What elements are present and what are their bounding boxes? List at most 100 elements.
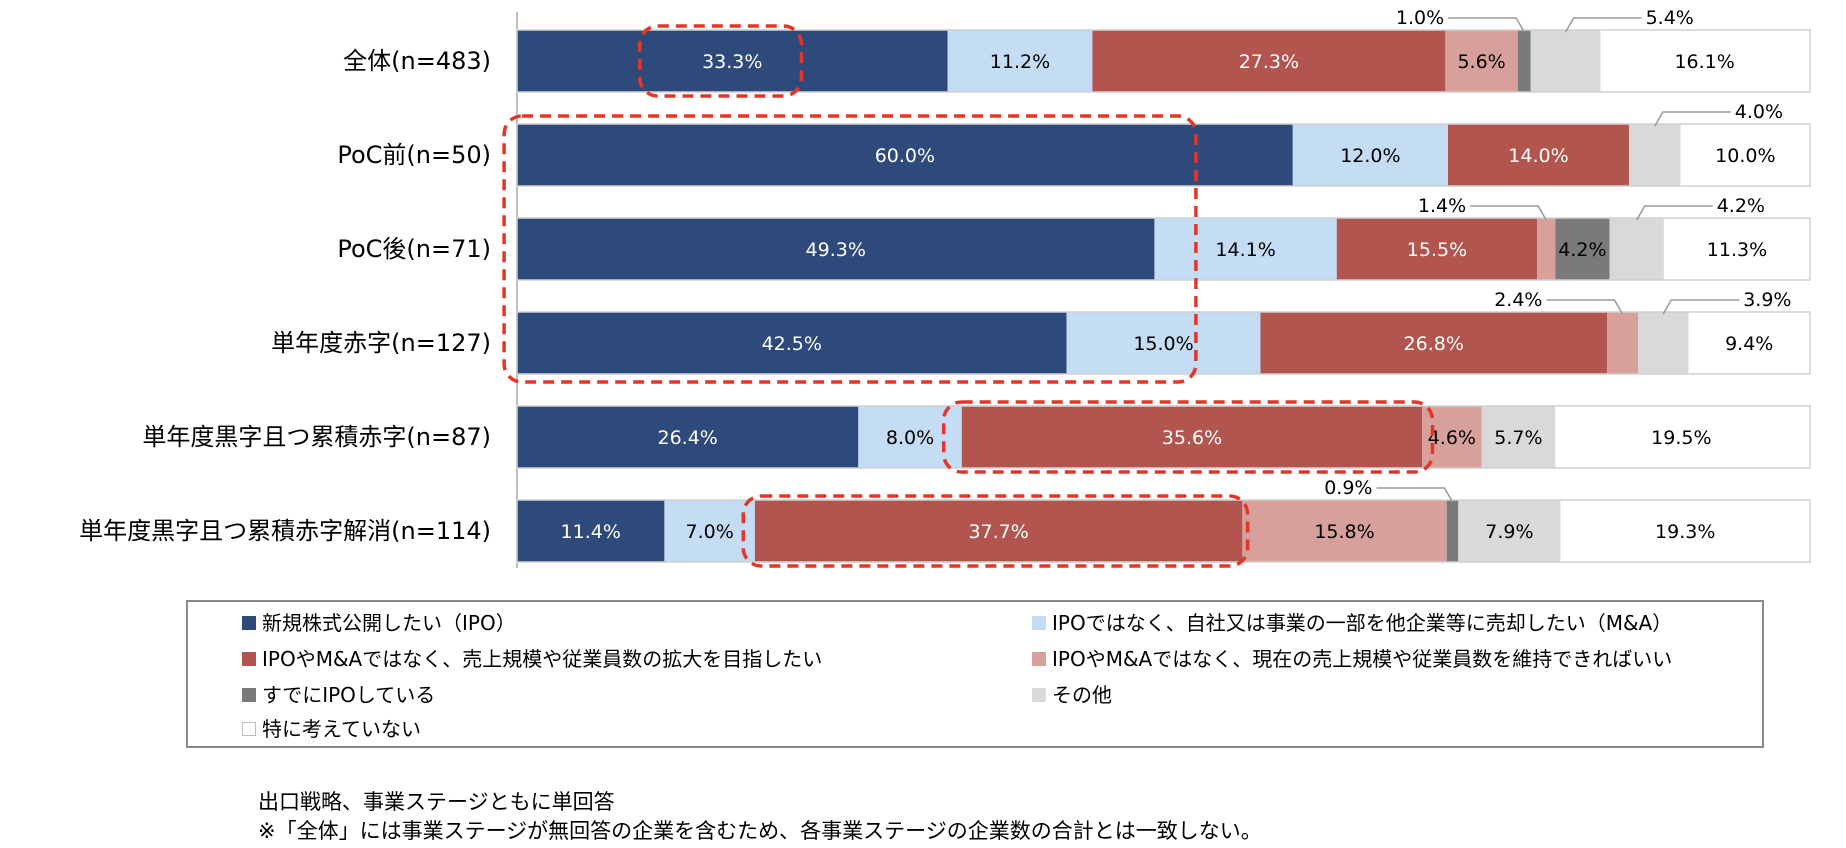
- legend-label-other: その他: [1052, 683, 1112, 707]
- legend-item-none: 特に考えていない: [242, 714, 421, 744]
- legend-swatch-expand: [242, 652, 256, 666]
- category-label: 単年度赤字(n=127): [271, 329, 491, 357]
- data-label-none: 19.5%: [1651, 427, 1711, 449]
- data-label-none: 19.3%: [1655, 521, 1715, 543]
- data-label-ma: 14.1%: [1215, 239, 1275, 261]
- bar-segment-none: [1688, 312, 1810, 374]
- bar-outline: [516, 499, 1811, 563]
- data-label-ipo: 26.4%: [658, 427, 718, 449]
- legend-label-expand: IPOやM&Aではなく、売上規模や従業員数の拡大を目指したい: [262, 647, 823, 671]
- bar-segment-none: [1600, 30, 1809, 92]
- bar-segment-already-ipo: [1517, 30, 1531, 92]
- callout-leader-line: [1662, 299, 1740, 315]
- data-label-ma: 12.0%: [1340, 145, 1400, 167]
- bar-segment-none: [1680, 124, 1810, 186]
- bar-segment-other: [1609, 218, 1664, 280]
- chart-legend: 新規株式公開したい（IPO） IPOではなく、自社又は事業の一部を他企業等に売却…: [186, 600, 1764, 748]
- bar-segment-ipo: [517, 312, 1067, 374]
- data-label-other: 7.9%: [1485, 521, 1533, 543]
- data-label-maintain: 5.6%: [1457, 51, 1505, 73]
- bar-outline: [516, 217, 1811, 281]
- legend-swatch-ipo: [242, 616, 256, 630]
- bar-segment-none: [1663, 218, 1810, 280]
- data-label-expand: 14.0%: [1508, 145, 1568, 167]
- highlight-box: [741, 494, 1250, 568]
- bar-segment-expand: [1336, 218, 1538, 280]
- bar-segment-maintain: [1242, 500, 1447, 562]
- footnote-total-note: ※「全体」には事業ステージが無回答の企業を含むため、各事業ステージの企業数の合計…: [258, 819, 1262, 843]
- data-label-none: 10.0%: [1715, 145, 1775, 167]
- data-label-ma: 8.0%: [886, 427, 934, 449]
- callout-leader-line: [1636, 205, 1713, 221]
- data-label-ipo: 11.4%: [561, 521, 621, 543]
- legend-item-expand: IPOやM&Aではなく、売上規模や従業員数の拡大を目指したい: [242, 644, 822, 674]
- category-label: PoC後(n=71): [337, 235, 491, 263]
- bar-segment-ma: [664, 500, 755, 562]
- data-label-maintain: 15.8%: [1314, 521, 1374, 543]
- legend-label-already-ipo: すでにIPOしている: [262, 683, 436, 707]
- data-label-expand: 27.3%: [1239, 51, 1299, 73]
- legend-item-ma: IPOではなく、自社又は事業の一部を他企業等に売却したい（M&A）: [1032, 608, 1672, 638]
- callout-label: 1.0%: [1396, 7, 1444, 29]
- bar-segment-none: [1560, 500, 1810, 562]
- bar-segment-ipo: [517, 30, 948, 92]
- data-label-expand: 35.6%: [1162, 427, 1222, 449]
- data-label-none: 11.3%: [1707, 239, 1767, 261]
- highlight-box: [502, 114, 1198, 384]
- data-label-ma: 11.2%: [990, 51, 1050, 73]
- bar-segment-other: [1481, 406, 1556, 468]
- legend-swatch-maintain: [1032, 652, 1046, 666]
- callout-leader-line: [1470, 205, 1547, 221]
- bar-segment-none: [1555, 406, 1808, 468]
- bar-segment-already-ipo: [1555, 218, 1610, 280]
- chart-plot-area: 全体(n=483) 33.3% 11.2% 27.3% 5.6% 16.1% PoC前(n=…: [79, 7, 1811, 568]
- legend-swatch-ma: [1032, 616, 1046, 630]
- footnote-answer-type: 出口戦略、事業ステージともに単回答: [258, 790, 615, 814]
- data-label-ipo: 42.5%: [762, 333, 822, 355]
- legend-label-none: 特に考えていない: [262, 717, 421, 741]
- bar-segment-ipo: [517, 500, 665, 562]
- legend-swatch-other: [1032, 688, 1046, 702]
- bar-segment-expand: [1447, 124, 1629, 186]
- legend-item-maintain: IPOやM&Aではなく、現在の売上規模や従業員数を維持できればいい: [1032, 644, 1672, 674]
- data-label-ma: 15.0%: [1133, 333, 1193, 355]
- bar-outline: [516, 311, 1811, 375]
- bar-segment-maintain: [1607, 312, 1639, 374]
- callout-label: 3.9%: [1743, 289, 1791, 311]
- category-label: 単年度黒字且つ累積赤字(n=87): [142, 423, 491, 451]
- bar-segment-expand: [1260, 312, 1607, 374]
- legend-label-ipo: 新規株式公開したい（IPO）: [262, 611, 516, 635]
- callout-label: 2.4%: [1494, 289, 1542, 311]
- data-label-ipo: 60.0%: [875, 145, 935, 167]
- bar-segment-already-ipo: [1446, 500, 1459, 562]
- bar-segment-other: [1628, 124, 1681, 186]
- bar-segment-ipo: [517, 124, 1293, 186]
- bar-segment-other: [1458, 500, 1561, 562]
- callout-label: 0.9%: [1324, 477, 1372, 499]
- callout-leader-line: [1654, 111, 1731, 127]
- data-label-expand: 15.5%: [1407, 239, 1467, 261]
- bar-outline: [516, 123, 1811, 187]
- bar-segment-ma: [858, 406, 962, 468]
- data-label-expand: 26.8%: [1404, 333, 1464, 355]
- legend-item-other: その他: [1032, 680, 1112, 710]
- bar-segment-maintain: [1537, 218, 1556, 280]
- data-label-ma: 7.0%: [686, 521, 734, 543]
- callout-label: 5.4%: [1646, 7, 1694, 29]
- legend-label-ma: IPOではなく、自社又は事業の一部を他企業等に売却したい（M&A）: [1052, 611, 1673, 635]
- data-label-other: 5.7%: [1494, 427, 1542, 449]
- data-label-maintain: 4.6%: [1428, 427, 1476, 449]
- bar-segment-maintain: [1445, 30, 1518, 92]
- data-label-none: 16.1%: [1674, 51, 1734, 73]
- category-label: 単年度黒字且つ累積赤字解消(n=114): [79, 517, 491, 545]
- callout-label: 4.0%: [1735, 101, 1783, 123]
- bar-outline: [516, 405, 1811, 469]
- highlight-box: [941, 400, 1435, 474]
- data-label-ipo: 49.3%: [806, 239, 866, 261]
- bar-segment-ma: [1066, 312, 1261, 374]
- legend-label-maintain: IPOやM&Aではなく、現在の売上規模や従業員数を維持できればいい: [1052, 647, 1673, 671]
- legend-swatch-none: [242, 722, 256, 736]
- data-label-ipo: 33.3%: [702, 51, 762, 73]
- bar-segment-expand: [961, 406, 1423, 468]
- legend-swatch-already-ipo: [242, 688, 256, 702]
